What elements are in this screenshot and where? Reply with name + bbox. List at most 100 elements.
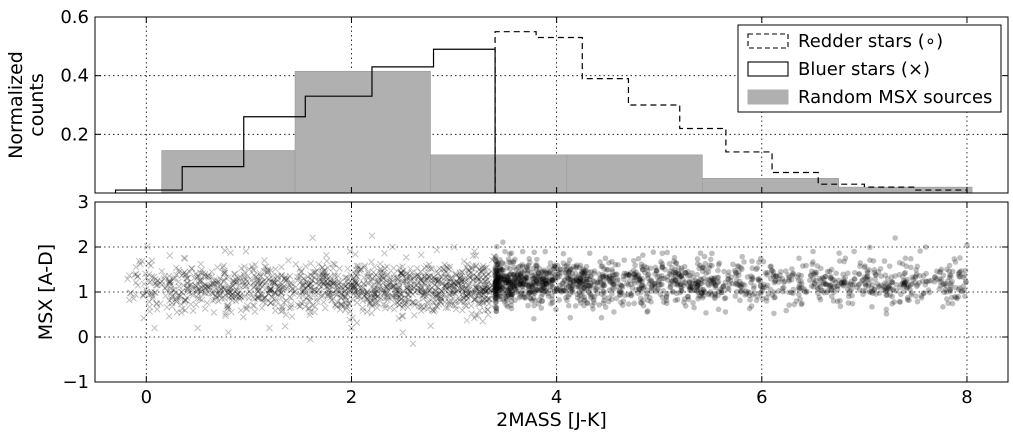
bluer-star-point xyxy=(405,292,412,299)
redder-star-point xyxy=(567,273,574,279)
redder-star-point xyxy=(581,297,587,303)
bluer-star-point xyxy=(484,270,492,278)
bluer-star-point xyxy=(424,273,432,281)
bluer-star-point xyxy=(241,263,248,271)
redder-star-point xyxy=(961,272,968,279)
bluer-star-point xyxy=(264,266,272,274)
bluer-star-point xyxy=(367,294,375,302)
bluer-star-point xyxy=(234,290,242,298)
bluer-star-point xyxy=(425,287,433,294)
bluer-star-point xyxy=(158,277,165,285)
redder-star-point xyxy=(606,273,613,280)
bluer-star-point xyxy=(125,272,133,279)
redder-star-point xyxy=(500,239,506,245)
redder-star-point xyxy=(502,287,509,293)
bluer-star-point xyxy=(184,285,191,293)
bluer-star-point xyxy=(234,291,242,299)
redder-star-point xyxy=(492,266,499,272)
bluer-star-point xyxy=(383,284,391,292)
redder-star-point xyxy=(725,272,731,279)
bluer-star-point xyxy=(474,312,482,319)
bluer-star-point xyxy=(188,265,195,272)
bluer-star-point xyxy=(355,281,363,288)
redder-star-point xyxy=(656,277,662,284)
redder-star-point xyxy=(553,306,559,313)
bluer-star-point xyxy=(242,276,250,283)
redder-star-point xyxy=(598,278,604,285)
redder-star-point xyxy=(563,294,569,301)
bluer-star-point xyxy=(267,285,275,293)
bluer-star-point xyxy=(363,279,371,287)
redder-star-point xyxy=(639,282,645,289)
redder-star-point xyxy=(567,285,574,292)
redder-star-point xyxy=(867,244,873,251)
bluer-star-point xyxy=(227,292,235,299)
bluer-star-point xyxy=(221,291,229,299)
redder-star-point xyxy=(509,289,515,295)
bluer-star-point xyxy=(461,275,469,283)
bluer-star-point xyxy=(432,276,440,284)
bluer-star-point xyxy=(371,289,378,296)
bluer-star-point xyxy=(201,284,209,292)
bluer-star-point xyxy=(300,287,307,295)
redder-star-point xyxy=(838,280,845,287)
redder-star-point xyxy=(498,275,505,282)
bluer-star-point xyxy=(419,292,426,299)
bluer-star-point xyxy=(315,274,323,281)
bluer-star-point xyxy=(442,274,449,282)
bluer-star-point xyxy=(479,286,487,294)
redder-star-point xyxy=(536,265,543,272)
histogram-bar xyxy=(838,186,973,194)
redder-star-point xyxy=(957,269,963,275)
bluer-star-point xyxy=(255,277,263,285)
redder-star-point xyxy=(597,275,604,281)
redder-star-point xyxy=(738,283,744,290)
bluer-star-point xyxy=(398,270,405,277)
bluer-star-point xyxy=(475,288,483,295)
bluer-star-point xyxy=(335,280,343,288)
redder-star-point xyxy=(937,268,944,275)
bluer-star-point xyxy=(353,291,361,299)
bluer-star-point xyxy=(304,273,311,280)
bluer-star-point xyxy=(451,298,459,305)
redder-star-point xyxy=(955,293,962,300)
redder-star-point xyxy=(667,284,673,291)
redder-star-point xyxy=(867,257,873,263)
bluer-star-point xyxy=(171,274,179,282)
bluer-star-point xyxy=(369,290,376,298)
bluer-star-point xyxy=(265,275,273,283)
redder-star-point xyxy=(659,272,665,279)
redder-star-point xyxy=(497,264,503,271)
redder-star-point xyxy=(582,272,589,279)
redder-star-point xyxy=(532,273,538,280)
redder-star-point xyxy=(567,277,574,283)
redder-star-point xyxy=(565,271,572,277)
bluer-star-point xyxy=(341,293,349,301)
bluer-star-point xyxy=(250,267,258,274)
redder-star-point xyxy=(884,275,891,282)
redder-star-point xyxy=(886,284,892,290)
bluer-star-point xyxy=(178,288,186,296)
redder-star-point xyxy=(940,272,947,279)
redder-star-point xyxy=(508,302,514,308)
bluer-star-point xyxy=(342,293,349,301)
redder-star-point xyxy=(712,282,719,289)
bluer-star-point xyxy=(221,247,229,255)
redder-star-point xyxy=(584,286,590,292)
redder-star-point xyxy=(552,277,559,283)
redder-star-point xyxy=(753,266,759,273)
redder-star-point xyxy=(664,290,670,297)
redder-star-point xyxy=(890,287,897,294)
bluer-star-point xyxy=(293,273,301,281)
redder-star-point xyxy=(531,315,537,322)
redder-star-point xyxy=(512,273,519,280)
redder-star-point xyxy=(736,278,743,285)
bluer-star-point xyxy=(487,286,495,294)
redder-star-point xyxy=(533,281,539,288)
bluer-star-point xyxy=(256,269,264,277)
bluer-star-point xyxy=(179,270,187,278)
redder-star-point xyxy=(690,274,696,280)
redder-star-point xyxy=(543,288,550,294)
bluer-star-point xyxy=(205,273,212,280)
bluer-star-point xyxy=(442,281,450,289)
